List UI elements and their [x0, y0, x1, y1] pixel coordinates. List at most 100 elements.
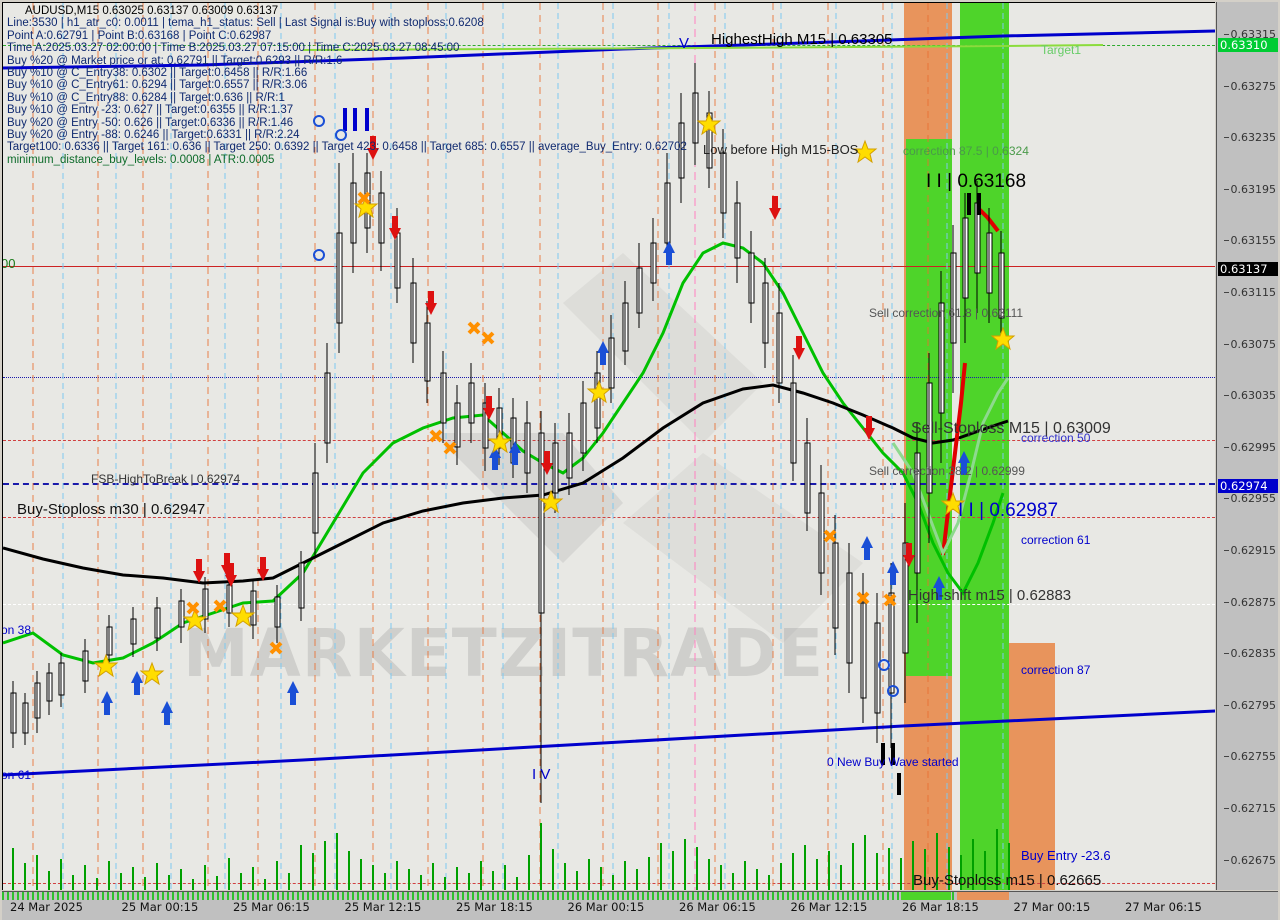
annotation-low-before-high: Low before High M15-BOS: [703, 142, 859, 157]
impulse-line-red-down: [976, 206, 1000, 233]
price-tick: 0.63115: [1223, 286, 1276, 299]
header-line-2: Time A:2025.03.27 02:00:00 | Time B:2025…: [7, 42, 460, 55]
grid-and-series: [3, 3, 1215, 890]
annotation-new-buy-wave: 0 New Buy Wave started: [827, 755, 959, 769]
annotation-correction875: correction 87.5 | 0.6324: [903, 144, 1029, 158]
header-line-8: Buy %20 @ Entry -50: 0.626 || Target:0.6…: [7, 116, 294, 129]
level-line-target-green: [3, 45, 1215, 46]
price-tick: 0.63075: [1223, 337, 1276, 351]
price-tick: 0.62875: [1223, 595, 1276, 609]
header-line-0: Line:3530 | h1_atr_c0: 0.0011 | tema_h1_…: [7, 17, 484, 30]
time-tick: 24 Mar 2025: [10, 900, 83, 914]
level-line-red-dashdot-1: [3, 440, 1215, 441]
time-scale-strip-green-zone: [901, 892, 951, 900]
signal-arrow-down-red: [193, 136, 915, 587]
time-tick: 27 Mar 06:15: [1125, 900, 1202, 914]
time-scale-strip-orange-zone: [957, 892, 1009, 900]
time-tick: 25 Mar 12:15: [344, 900, 422, 914]
price-tick: 0.62835: [1223, 647, 1276, 661]
annotation-fsb-hightobreak: FSB-HighToBreak | 0.62974: [91, 472, 241, 486]
annotation-wave-IV: I V: [532, 766, 551, 783]
signal-cross-orange: [186, 191, 897, 655]
slow-ma-black: [3, 383, 1009, 585]
annotation-corr-38-left: on 38: [2, 623, 32, 637]
time-scale-activity-strip: [2, 892, 1008, 900]
wave-marker-bars-right: [967, 193, 981, 215]
annotation-high-shift: High-shift m15 | 0.62883: [908, 587, 1072, 604]
annotation-buy-stoploss-m30: Buy-Stoploss m30 | 0.62947: [17, 501, 206, 518]
time-tick: 25 Mar 18:15: [456, 900, 533, 914]
annotation-sell-stoploss: Sell-Stoploss M15 | 0.63009: [911, 420, 1111, 437]
price-tick: 0.63235: [1223, 131, 1276, 145]
annotation-correction50: correction 50: [1021, 431, 1091, 445]
annotation-corr-61-left: on 61: [2, 768, 32, 782]
level-line-blue-dashed-1: [3, 483, 1215, 485]
chart-plot-area[interactable]: MARKETZITRADE: [2, 2, 1215, 890]
price-tick: 0.62675: [1223, 853, 1276, 867]
annotation-level-00-left: 00: [2, 256, 16, 271]
level-line-red-solid-1: [3, 266, 1215, 267]
level-line-red-dashdot-2: [3, 517, 1215, 518]
time-tick: 26 Mar 18:15: [902, 900, 979, 914]
header-line-7: Buy %10 @ Entry -23: 0.627 || Target:0.6…: [7, 104, 294, 117]
target-price-tag: 0.63310: [1218, 38, 1278, 52]
annotation-wave-V: V: [679, 35, 690, 52]
annotation-sellcorr618: Sell correction 61.8 | 0.63111: [869, 306, 1024, 320]
annotation-wave-II-high: I I | 0.63168: [926, 171, 1027, 192]
support-line-green-upper: [302, 44, 1104, 51]
level-line-white-dashed-1: [3, 604, 1215, 605]
chart-info-header: AUDUSD,M15 0.63025 0.63137 0.63009 0.631…: [7, 5, 687, 166]
annotation-correction61: correction 61: [1021, 533, 1091, 547]
annotation-sellcorr382: Sell correction 38.2 | 0.62999: [869, 464, 1025, 478]
price-tick: 0.62795: [1223, 698, 1276, 712]
level-line-red-dashdot-3: [3, 883, 1215, 884]
header-line-11: minimum_distance_buy_levels: 0.0008 | AT…: [7, 153, 275, 166]
time-scale[interactable]: 24 Mar 2025 25 Mar 00:15 25 Mar 06:15 25 Ma…: [2, 891, 1278, 920]
annotation-correction87: correction 87: [1021, 663, 1091, 677]
volume-histogram: [12, 823, 1010, 890]
annotation-target1: Target1: [1041, 43, 1082, 57]
time-tick: 25 Mar 00:15: [121, 900, 199, 914]
sell-zone-orange-2: [1009, 643, 1055, 890]
wave-marker-III: [343, 108, 369, 131]
signal-circle-blue: [313, 115, 899, 697]
candlestick-series: [10, 63, 1005, 803]
header-line-6: Buy %10 @ C_Entry88: 0.6284 || Target:0.…: [7, 91, 285, 104]
time-tick: 25 Mar 06:15: [233, 900, 310, 914]
header-line-10: Target100: 0.6336 || Target 161: 0.636 |…: [7, 141, 687, 154]
signal-arrow-up-blue: [101, 241, 970, 725]
price-tick: 0.62715: [1223, 802, 1276, 815]
header-line-1: Point A:0.62791 | Point B:0.63168 | Poin…: [7, 29, 272, 42]
time-tick: 26 Mar 00:15: [567, 900, 645, 914]
symbol-ohlc-line: AUDUSD,M15 0.63025 0.63137 0.63009 0.631…: [25, 5, 279, 17]
annotation-buy-stoploss-m15: Buy-Stoploss m15 | 0.62665: [913, 872, 1102, 889]
price-scale[interactable]: 0.63315 0.63275 0.63235 0.63195 0.63155 0.631…: [1216, 2, 1278, 890]
header-line-4: Buy %10 @ C_Entry38: 0.6302 || Target:0.…: [7, 67, 308, 80]
level-price-tag: 0.62974: [1218, 479, 1278, 493]
price-tick: 0.62995: [1223, 440, 1276, 454]
trend-line-blue-lower: [3, 709, 1215, 777]
time-tick: 26 Mar 12:15: [790, 900, 868, 914]
price-tick: 0.63315: [1223, 28, 1276, 41]
buy-zone-green-3: [960, 643, 1009, 890]
annotation-highesthigh: HighestHigh M15 | 0.63305: [711, 31, 893, 48]
price-tick: 0.63155: [1223, 234, 1276, 248]
price-tick: 0.63275: [1223, 79, 1276, 93]
impulse-line-red-up: [941, 362, 967, 556]
annotation-wave-II-low: I I | 0.62987: [958, 500, 1059, 521]
signal-star-yellow: [93, 111, 1016, 686]
price-tick: 0.63195: [1223, 182, 1276, 196]
time-tick: 27 Mar 00:15: [1013, 900, 1091, 914]
wave-marker-bars-bottom: [881, 743, 901, 795]
price-tick: 0.62955: [1223, 492, 1276, 506]
price-tick: 0.62755: [1223, 750, 1276, 764]
time-tick: 26 Mar 06:15: [679, 900, 756, 914]
price-tick: 0.63035: [1223, 389, 1276, 403]
last-price-tag: 0.63137: [1218, 262, 1278, 276]
header-line-3: Buy %20 @ Market price or at: 0.62791 ||…: [7, 54, 343, 67]
header-line-5: Buy %10 @ C_Entry61: 0.6294 || Target:0.…: [7, 79, 308, 92]
price-tick: 0.62915: [1223, 544, 1276, 557]
annotation-buy-entry-236: Buy Entry -23.6: [1021, 848, 1111, 863]
header-line-9: Buy %20 @ Entry -88: 0.6246 || Target:0.…: [7, 129, 300, 142]
